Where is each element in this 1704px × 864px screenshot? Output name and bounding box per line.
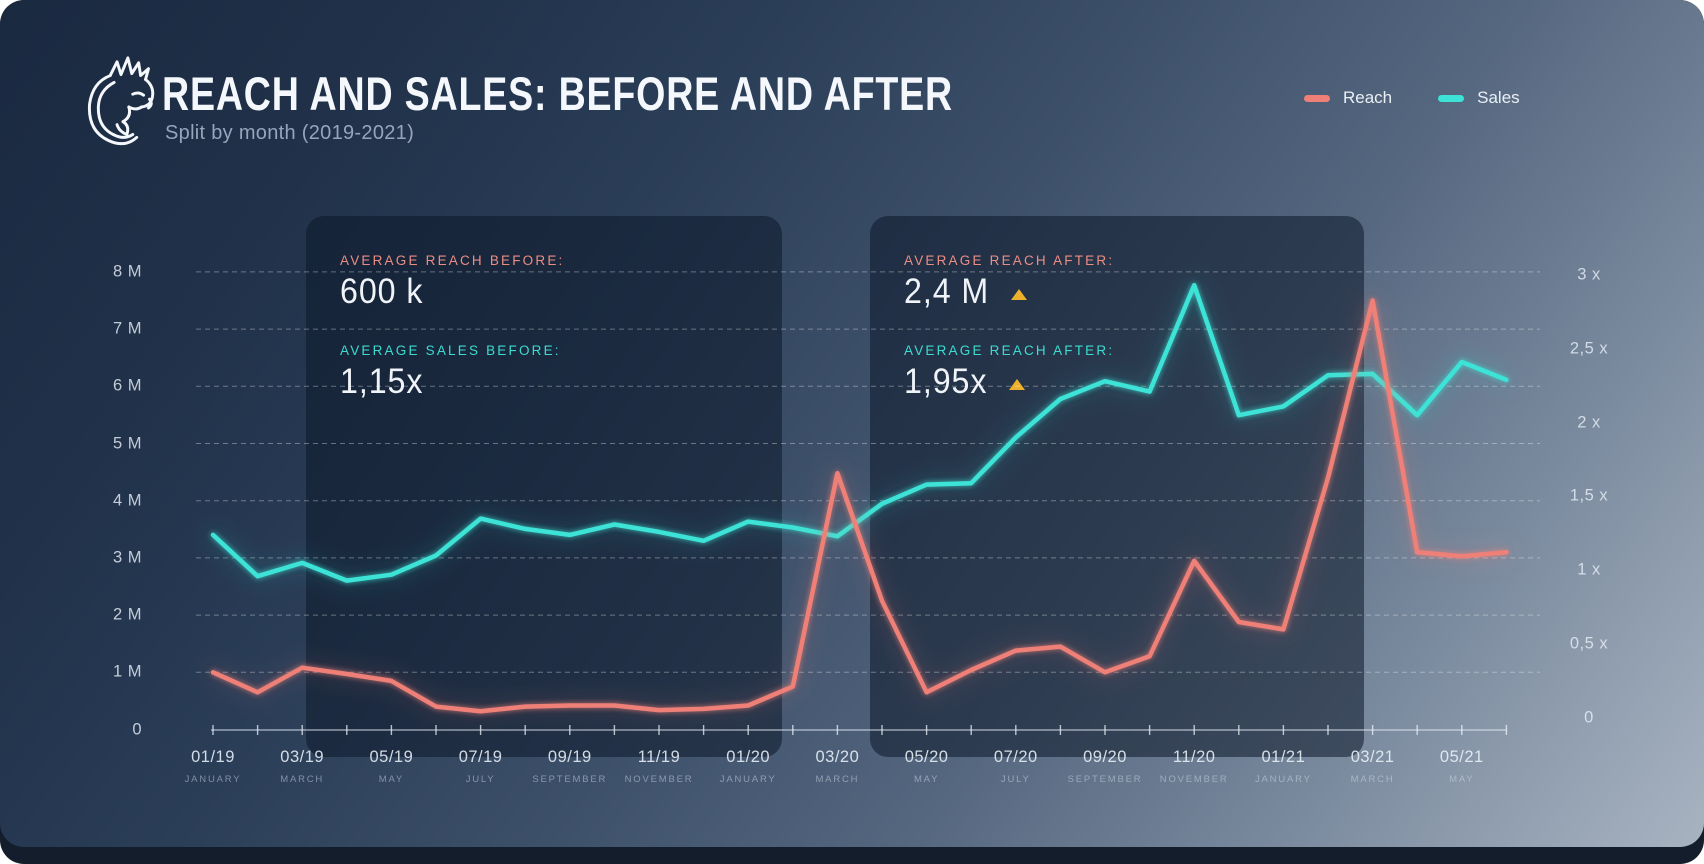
left-axis-tick-label: 8 M — [112, 262, 142, 281]
x-axis-tick-label: 03/19 MARCH — [237, 748, 367, 785]
x-axis-tick-label: 01/20 JANUARY — [683, 748, 813, 785]
page-subtitle: Split by month (2019-2021) — [165, 122, 415, 144]
x-axis-tick-label: 05/19 MAY — [326, 748, 456, 785]
x-tick-month: 03/21 — [1350, 748, 1395, 766]
x-tick-month: 11/20 — [1172, 748, 1216, 766]
legend-label-sales: Sales — [1477, 88, 1520, 107]
x-tick-month-name: MARCH — [1350, 774, 1395, 785]
x-tick-month: 05/20 — [904, 748, 949, 766]
x-tick-month: 03/20 — [815, 748, 860, 766]
left-axis-tick-label: 5 M — [112, 434, 142, 452]
right-axis-tick-label: 0,5 x — [1569, 634, 1609, 653]
x-tick-month: 05/21 — [1439, 748, 1484, 766]
x-tick-month-name: SEPTEMBER — [1067, 774, 1143, 785]
legend-item-reach[interactable]: Reach — [1304, 88, 1392, 108]
sales-color-swatch-icon — [1438, 94, 1465, 102]
x-tick-month-name: MAY — [1449, 774, 1475, 785]
x-tick-month: 11/19 — [637, 748, 681, 766]
right-axis-tick-label: 3 x — [1577, 265, 1601, 284]
right-axis-tick-label: 1,5 x — [1569, 486, 1609, 505]
x-axis-tick-label: 07/19 JULY — [416, 748, 546, 785]
stat-value-sales-before: 1,15x — [340, 362, 424, 401]
x-tick-month: 03/19 — [280, 748, 325, 766]
stat-label-reach-before: AVERAGE REACH BEFORE: — [340, 253, 565, 268]
x-tick-month-name: MARCH — [280, 774, 325, 785]
x-axis-tick-label: 09/20 SEPTEMBER — [1040, 748, 1170, 785]
x-tick-month-name: JANUARY — [184, 774, 242, 785]
x-tick-month: 01/20 — [726, 748, 771, 766]
legend-item-sales[interactable]: Sales — [1438, 88, 1520, 108]
reach-line — [210, 298, 1509, 714]
stat-value-reach-after: 2,4 M — [904, 272, 1027, 312]
x-tick-month-name: MARCH — [815, 774, 860, 785]
x-axis-tick-label: 07/20 JULY — [951, 748, 1081, 785]
x-axis-tick-label: 11/20 NOVEMBER — [1129, 748, 1259, 785]
stat-value-reach-before: 600 k — [340, 272, 424, 311]
x-axis-tick-label: 09/19 SEPTEMBER — [505, 748, 635, 785]
right-axis-tick-label: 2,5 x — [1569, 339, 1609, 358]
stat-label-sales-after: AVERAGE REACH AFTER: — [904, 343, 1115, 358]
right-axis-tick-label: 2 x — [1577, 413, 1601, 432]
x-tick-month: 05/19 — [369, 748, 414, 766]
left-axis-tick-label: 4 M — [112, 491, 142, 510]
stat-value-sales-after: 1,95x — [904, 362, 1025, 402]
x-tick-month: 01/21 — [1261, 748, 1306, 766]
legend-label-reach: Reach — [1343, 88, 1393, 107]
x-tick-month: 07/19 — [458, 748, 503, 766]
left-axis-tick-label: 3 M — [112, 548, 142, 567]
stat-label-reach-after: AVERAGE REACH AFTER: — [904, 253, 1115, 268]
sales-line — [210, 282, 1509, 583]
trend-up-icon — [1008, 378, 1025, 390]
left-axis-tick-label: 0 — [132, 720, 142, 738]
highlight-panel-after: AVERAGE REACH AFTER: 2,4 M AVERAGE REACH… — [870, 216, 1364, 757]
x-axis-tick-label: 05/20 MAY — [862, 748, 992, 785]
x-tick-month: 09/19 — [547, 748, 592, 766]
left-axis-tick-label: 7 M — [112, 319, 142, 338]
stat-label-sales-before: AVERAGE SALES BEFORE: — [340, 343, 561, 358]
x-tick-month: 09/20 — [1083, 748, 1127, 766]
x-axis-tick-label: 05/21 MAY — [1397, 748, 1527, 785]
chart-legend: Reach Sales — [1304, 88, 1520, 108]
x-tick-month-name: NOVEMBER — [1159, 774, 1229, 785]
reach-color-swatch-icon — [1304, 94, 1330, 102]
highlight-panel-before: AVERAGE REACH BEFORE: 600 k AVERAGE SALE… — [306, 216, 782, 757]
x-axis-tick-label: 01/21 JANUARY — [1218, 748, 1348, 785]
left-axis-tick-label: 1 M — [112, 662, 142, 681]
x-tick-month: 01/19 — [191, 748, 235, 766]
x-tick-month-name: JANUARY — [1255, 774, 1312, 785]
right-axis-tick-label: 1 x — [1577, 560, 1601, 579]
x-tick-month-name: JULY — [1000, 774, 1031, 785]
left-axis-tick-label: 2 M — [112, 605, 142, 624]
page-title: REACH AND SALES: BEFORE AND AFTER — [162, 67, 953, 120]
x-tick-month-name: JULY — [465, 774, 496, 785]
x-tick-month-name: NOVEMBER — [624, 774, 694, 785]
left-axis-tick-label: 6 M — [112, 376, 142, 395]
x-tick-month-name: MAY — [913, 774, 940, 785]
x-axis-tick-label: 03/20 MARCH — [772, 748, 902, 785]
dragon-logo-icon — [87, 56, 155, 146]
x-axis-tick-label: 11/19 NOVEMBER — [594, 748, 724, 785]
x-tick-month-name: SEPTEMBER — [532, 774, 608, 785]
trend-up-icon — [1010, 288, 1027, 300]
x-tick-month: 07/20 — [993, 748, 1038, 766]
x-axis-tick-label: 01/19 JANUARY — [148, 748, 278, 785]
x-tick-month-name: JANUARY — [719, 774, 777, 785]
x-tick-month-name: MAY — [378, 774, 405, 785]
right-axis-tick-label: 0 — [1584, 708, 1594, 727]
x-axis-tick-label: 03/21 MARCH — [1308, 748, 1438, 785]
